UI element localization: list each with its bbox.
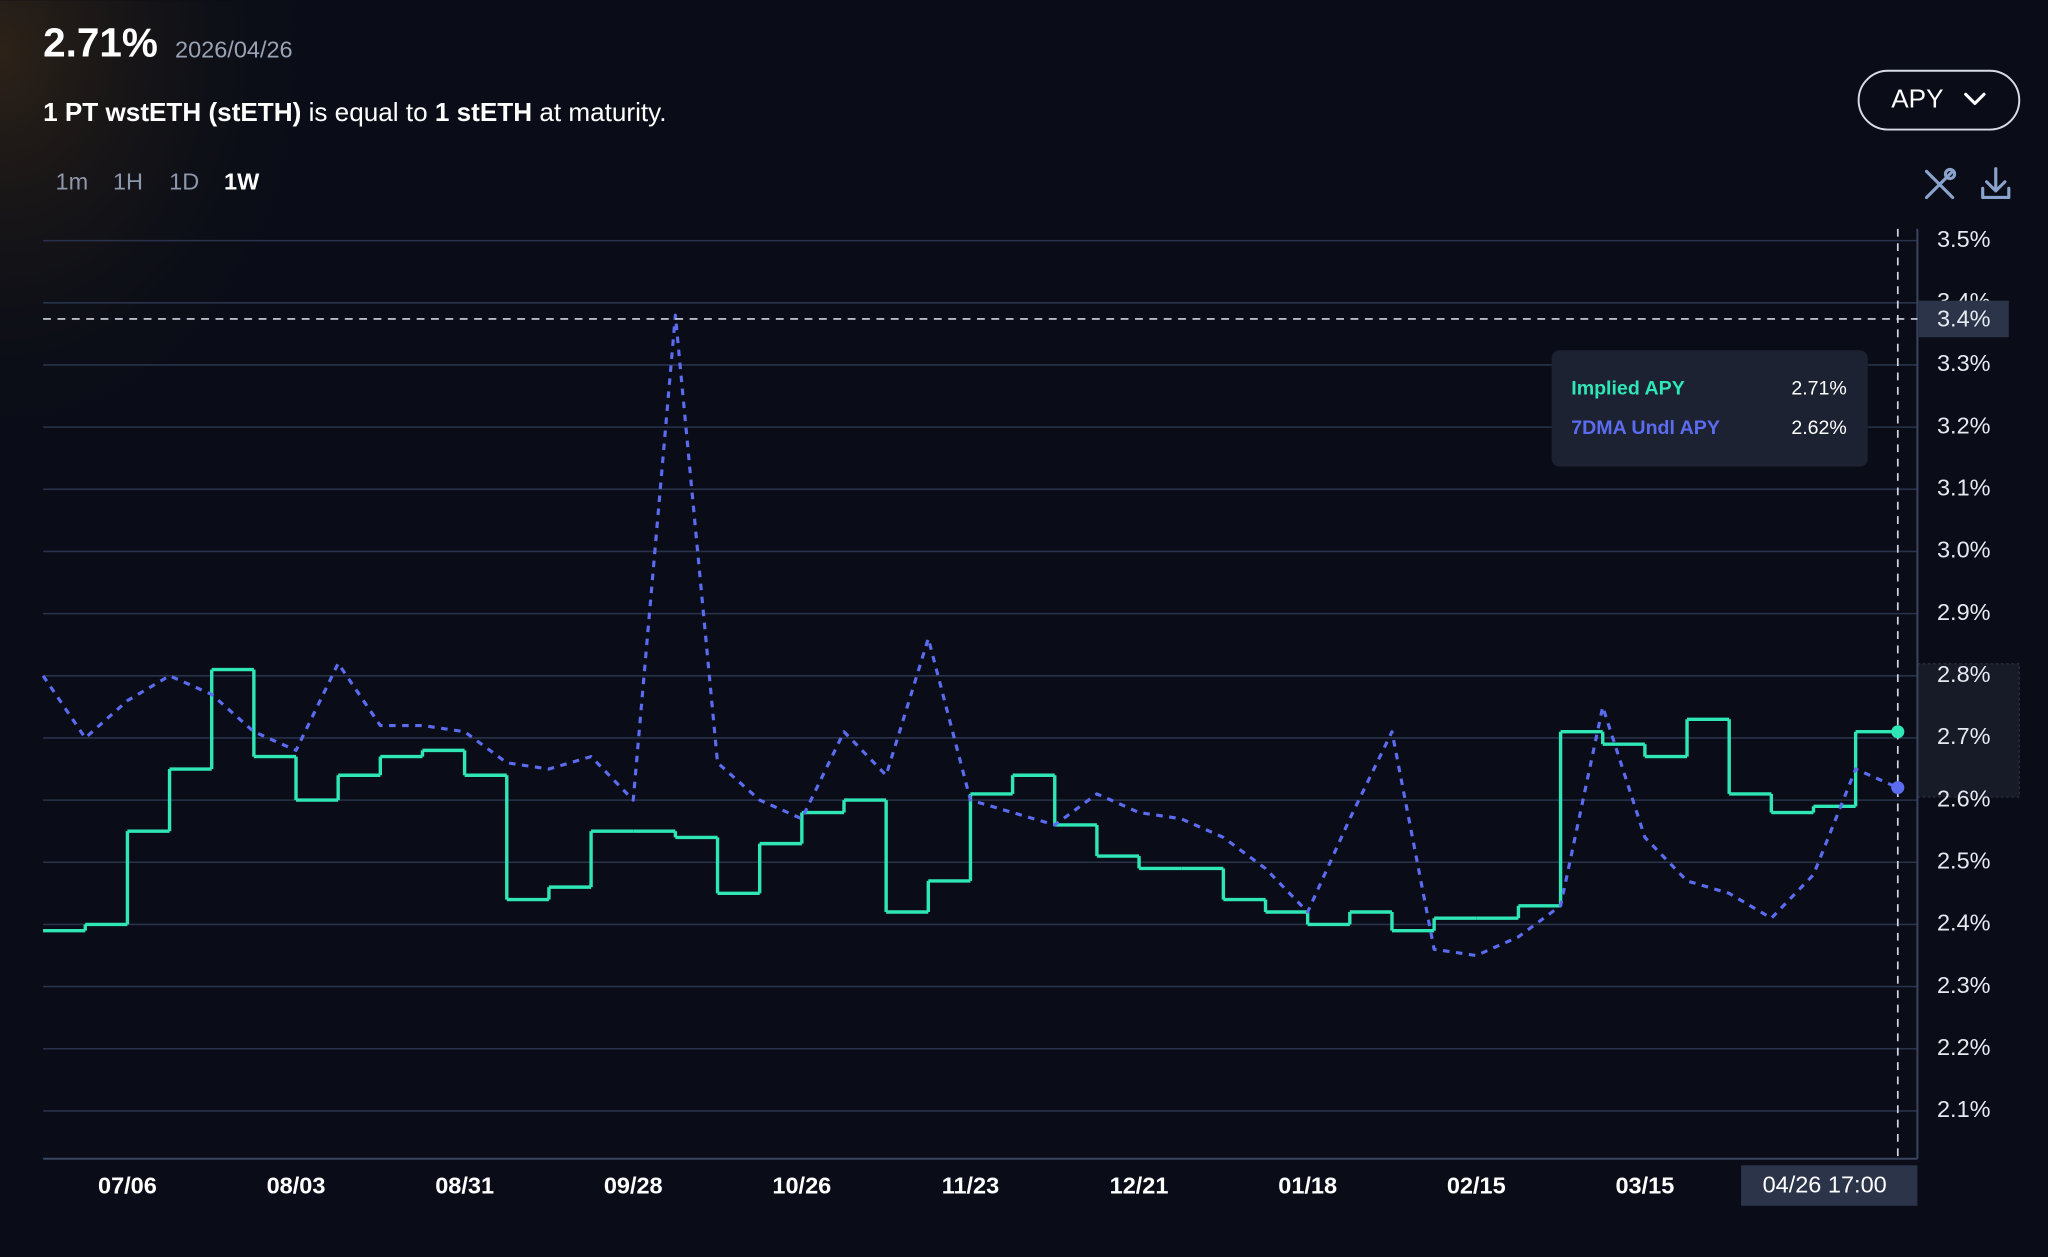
description-part: is equal to xyxy=(301,97,435,127)
y-tick-label: 2.7% xyxy=(1937,723,1991,749)
tooltip-series-name: 7DMA Undl APY xyxy=(1571,417,1720,439)
crosshair-x-label: 04/26 17:00 xyxy=(1763,1171,1887,1197)
description: 1 PT wstETH (stETH) is equal to 1 stETH … xyxy=(43,97,666,127)
current-value: 2.71% xyxy=(43,20,158,66)
y-tick-label: 2.2% xyxy=(1937,1034,1991,1060)
x-tick-label: 08/03 xyxy=(267,1173,326,1199)
y-tick-label: 2.9% xyxy=(1937,599,1991,625)
tooltip-box xyxy=(1551,350,1868,467)
description-part: 1 stETH xyxy=(435,97,532,127)
timeframe-button[interactable]: 1H xyxy=(113,168,143,194)
y-tick-label: 2.1% xyxy=(1937,1096,1991,1122)
end-marker xyxy=(1891,725,1905,739)
x-tick-label: 11/23 xyxy=(942,1173,1000,1199)
tools-icon-stroke[interactable] xyxy=(1924,169,1955,200)
y-tick-label: 2.5% xyxy=(1937,847,1991,873)
tools-icon[interactable] xyxy=(1924,167,1957,200)
description-part: 1 PT wstETH (stETH) xyxy=(43,97,301,127)
tooltip-value: 2.62% xyxy=(1791,417,1847,439)
x-tick-label: 09/28 xyxy=(604,1173,663,1199)
download-icon-arrow[interactable] xyxy=(1985,167,2007,193)
x-tick-label: 08/31 xyxy=(435,1173,494,1199)
x-tick-label: 12/21 xyxy=(1110,1173,1169,1199)
dropdown[interactable]: APY xyxy=(1857,69,2021,131)
x-tick-label: 03/15 xyxy=(1615,1173,1674,1199)
crosshair-y-label: 3.4% xyxy=(1937,305,1991,331)
x-tick-label: 01/18 xyxy=(1278,1173,1337,1199)
timeframe-button[interactable]: 1m xyxy=(56,168,89,194)
y-tick-label: 3.5% xyxy=(1937,226,1991,252)
series-line xyxy=(41,313,1899,958)
x-tick-label: 07/06 xyxy=(98,1173,157,1199)
y-tick-label: 2.3% xyxy=(1937,972,1991,998)
download-icon-tray[interactable] xyxy=(1981,186,2011,200)
dropdown-label[interactable]: APY xyxy=(1891,84,1943,114)
tooltip-value: 2.71% xyxy=(1791,378,1847,400)
y-tick-label: 2.6% xyxy=(1937,785,1991,811)
timeframe-button[interactable]: 1D xyxy=(169,168,199,194)
y-tick-label: 3.2% xyxy=(1937,412,1991,438)
x-tick-label: 02/15 xyxy=(1447,1173,1506,1199)
chart: 2.1% 2.2% 2.3% 2.4% 2.5% 2.6% 2.7% 2.8% 2.9% 3.0%… xyxy=(41,226,2020,1206)
y-tick-label: 2.4% xyxy=(1937,910,1991,936)
download-icon[interactable] xyxy=(1981,167,2011,200)
timeframe-button[interactable]: 1W xyxy=(224,168,260,194)
current-date: 2026/04/26 xyxy=(175,36,293,62)
tools-icon-stroke[interactable] xyxy=(1943,167,1957,181)
dropdown-frame[interactable] xyxy=(1857,69,2021,131)
end-marker xyxy=(1891,781,1905,795)
description-part: at maturity. xyxy=(532,97,666,127)
y-tick-label: 3.3% xyxy=(1937,350,1991,376)
y-tick-label: 3.0% xyxy=(1937,537,1991,563)
tooltip-series-name: Implied APY xyxy=(1571,378,1685,400)
y-tick-label: 2.8% xyxy=(1937,661,1991,687)
background-glow xyxy=(0,0,523,654)
crosshair-x-label-box xyxy=(1741,1165,1918,1206)
axis-highlight xyxy=(1916,663,2020,798)
y-tick-label: 3.1% xyxy=(1937,474,1991,500)
x-tick-label: 10/26 xyxy=(772,1173,831,1199)
crosshair-y-label-box xyxy=(1918,300,2009,338)
dropdown-chevron[interactable] xyxy=(1964,92,1986,106)
